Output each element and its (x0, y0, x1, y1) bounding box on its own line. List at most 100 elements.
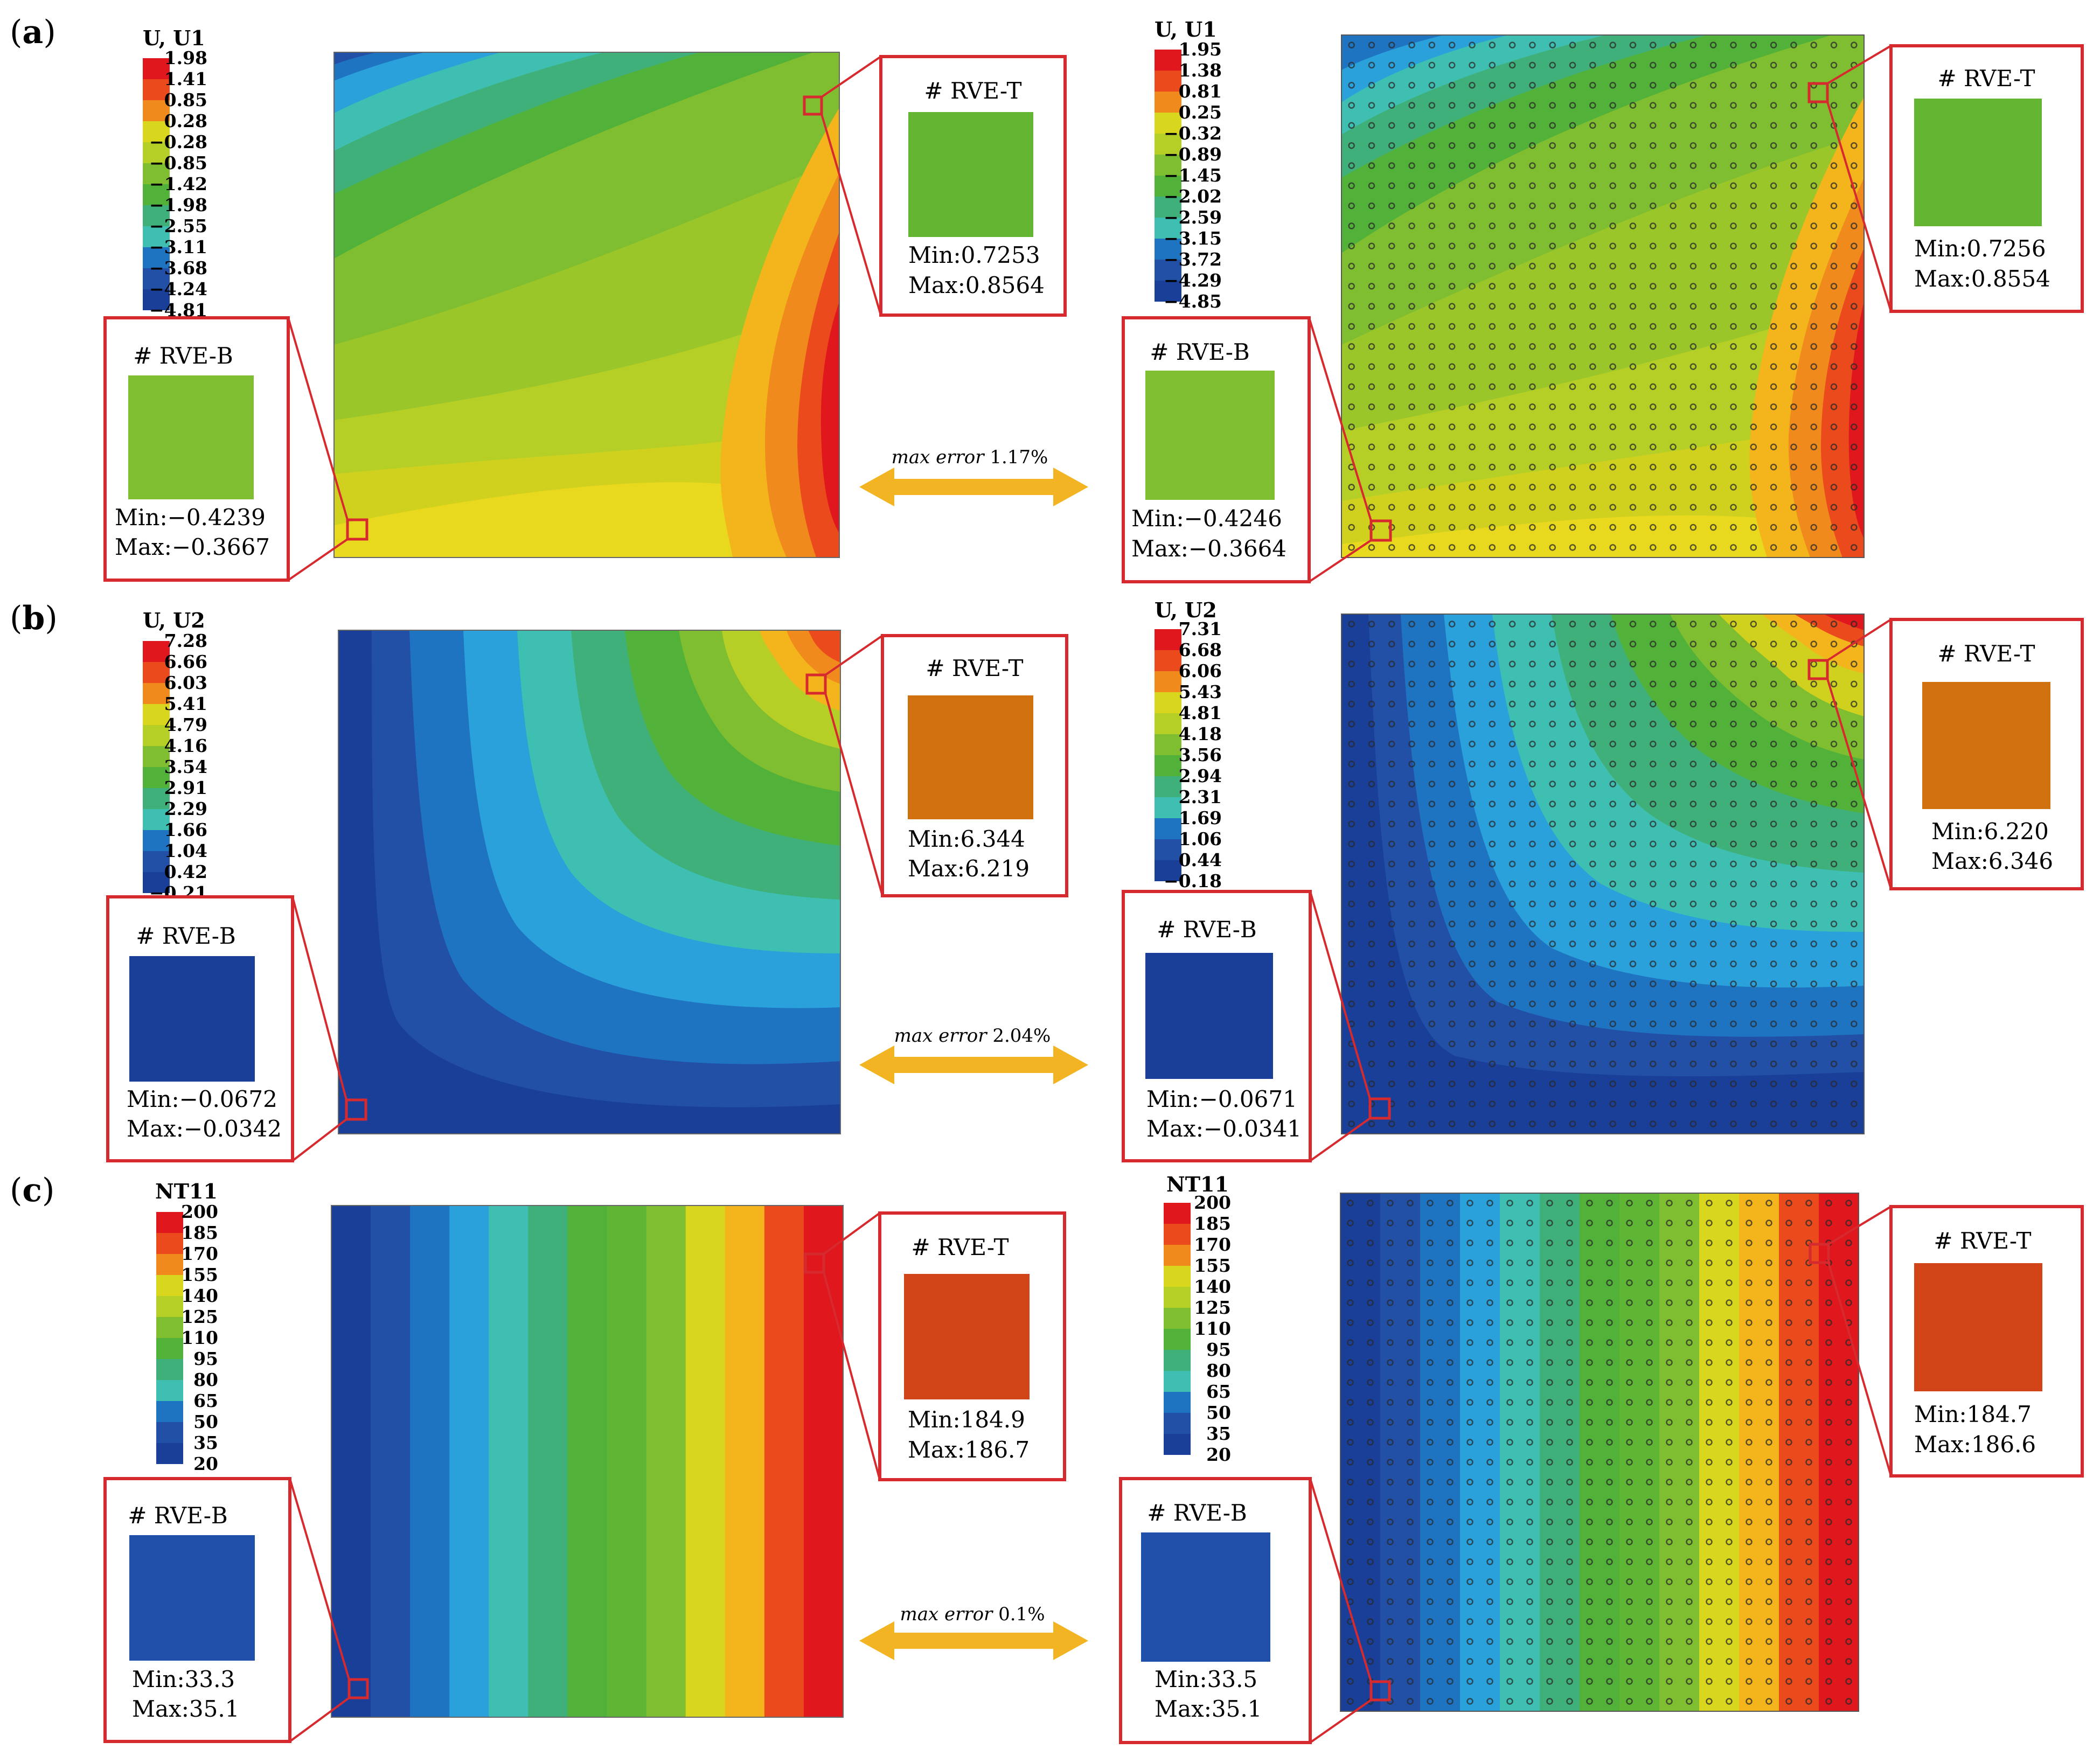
hole-marker (1526, 1658, 1533, 1665)
hole-marker (1368, 700, 1375, 708)
hole-marker (1810, 960, 1817, 967)
hole-marker (1428, 363, 1436, 370)
hole-marker (1529, 363, 1536, 370)
hole-marker (1609, 660, 1616, 668)
hole-marker (1606, 1259, 1613, 1266)
hole-marker (1609, 82, 1616, 89)
hole-marker (1790, 283, 1797, 290)
hole-marker (1666, 1598, 1673, 1605)
hole-marker (1448, 1120, 1456, 1127)
legend-swatch (1164, 1329, 1191, 1350)
contour-plot-b-left (338, 630, 841, 1134)
legend-tick-label: 80 (193, 1369, 218, 1390)
hole-marker (1489, 660, 1496, 668)
hole-marker (1387, 1279, 1394, 1286)
hole-marker (1626, 1279, 1633, 1286)
hole-marker (1586, 1638, 1593, 1645)
hole-marker (1726, 1538, 1733, 1545)
hole-marker (1810, 303, 1817, 310)
hole-marker (1569, 781, 1576, 788)
hole-marker (1609, 700, 1616, 708)
hole-marker (1448, 700, 1456, 708)
rve-t-title: # RVE-T (1934, 1228, 2031, 1254)
hole-marker (1428, 122, 1436, 129)
hole-marker (1810, 323, 1817, 330)
hole-marker (1730, 700, 1737, 708)
hole-marker (1388, 162, 1395, 169)
legend-title: NT11 (1166, 1172, 1229, 1196)
hole-marker (1506, 1638, 1513, 1645)
hole-marker (1626, 1299, 1633, 1306)
hole-marker (1508, 323, 1516, 330)
hole-marker (1549, 403, 1556, 410)
hole-marker (1546, 1678, 1553, 1685)
hole-marker (1408, 741, 1415, 748)
hole-marker (1845, 1279, 1852, 1286)
hole-marker (1750, 840, 1757, 848)
hole-marker (1689, 463, 1697, 471)
hole-marker (1670, 262, 1677, 270)
legend-swatch (143, 725, 170, 746)
hole-marker (1368, 860, 1375, 868)
hole-marker (1569, 1060, 1576, 1068)
rve-b-title: # RVE-B (1157, 916, 1257, 943)
hole-marker (1650, 524, 1657, 531)
hole-marker (1586, 1299, 1593, 1306)
hole-marker (1689, 61, 1697, 69)
hole-marker (1387, 1558, 1394, 1565)
hole-marker (1526, 1499, 1533, 1506)
hole-marker (1489, 741, 1496, 748)
legend-tick-label: 80 (1206, 1360, 1231, 1381)
hole-marker (1770, 680, 1777, 688)
hole-marker (1750, 741, 1757, 748)
hole-marker (1830, 343, 1838, 350)
hole-marker (1549, 323, 1556, 330)
hole-marker (1765, 1259, 1772, 1266)
hole-marker (1650, 800, 1657, 807)
hole-marker (1489, 640, 1496, 647)
hole-marker (1750, 800, 1757, 807)
hole-marker (1646, 1538, 1653, 1545)
hole-marker (1730, 1100, 1737, 1107)
hole-marker (1810, 383, 1817, 391)
hole-marker (1489, 202, 1496, 210)
legend-tick-label: 170 (1194, 1234, 1231, 1255)
hole-marker (1469, 242, 1476, 249)
hole-marker (1726, 1518, 1733, 1525)
legend-tick-label: −4.85 (1164, 291, 1222, 312)
hole-marker (1851, 82, 1858, 89)
hole-marker (1589, 463, 1596, 471)
hole-marker (1606, 1319, 1613, 1326)
hole-marker (1589, 82, 1596, 89)
hole-marker (1526, 1698, 1533, 1705)
hole-marker (1529, 524, 1536, 531)
hole-marker (1508, 524, 1516, 531)
hole-marker (1670, 640, 1677, 647)
hole-marker (1629, 741, 1637, 748)
hole-marker (1489, 700, 1496, 708)
hole-marker (1825, 1319, 1832, 1326)
legend-tick-label: 125 (1194, 1297, 1231, 1318)
hole-marker (1810, 423, 1817, 430)
hole-marker (1508, 162, 1516, 169)
hole-marker (1428, 403, 1436, 410)
legend-swatch (1155, 197, 1181, 218)
hole-marker (1387, 1319, 1394, 1326)
hole-marker (1388, 343, 1395, 350)
hole-marker (1666, 1299, 1673, 1306)
hole-marker (1408, 484, 1415, 491)
legend-tick-label: 50 (193, 1411, 218, 1432)
hole-marker (1830, 980, 1838, 987)
hole-marker (1606, 1339, 1613, 1346)
hole-marker (1368, 363, 1375, 370)
hole-marker (1447, 1698, 1454, 1705)
hole-marker (1569, 182, 1576, 190)
hole-marker (1606, 1598, 1613, 1605)
legend-swatch (1164, 1287, 1191, 1308)
legend-tick-label: 7.28 (164, 630, 207, 651)
hole-marker (1367, 1239, 1374, 1246)
hole-marker (1469, 700, 1476, 708)
hole-marker (1765, 1598, 1772, 1605)
hole-marker (1489, 423, 1496, 430)
